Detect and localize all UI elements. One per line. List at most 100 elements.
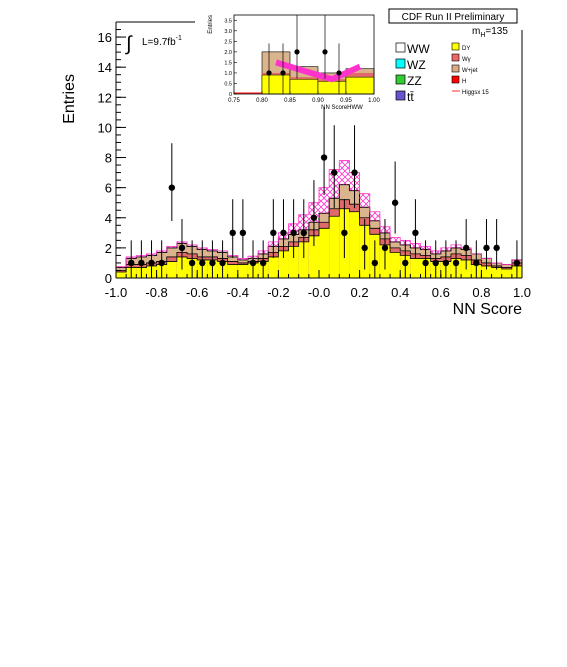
- legend-swatch: [395, 42, 406, 53]
- data-point: [259, 259, 267, 267]
- x-tick-label: 1.0: [513, 285, 531, 300]
- stack-bar-dy: [308, 235, 319, 278]
- y-tick-label: 16: [98, 30, 112, 45]
- data-point: [158, 259, 165, 267]
- inset-bar-dy: [289, 79, 319, 95]
- inset-frame: [233, 14, 375, 95]
- data-point: [361, 244, 368, 252]
- x-tick-label: 0.4: [391, 285, 409, 300]
- x-tick-label: -0.8: [145, 285, 167, 300]
- y-tick-label: 2: [105, 241, 112, 256]
- signal-bin: [359, 193, 370, 208]
- legend-header: CDF Run II Preliminary: [402, 12, 505, 23]
- legend-swatch: [451, 64, 460, 73]
- inset-data-point: [294, 49, 300, 55]
- stack-bar-dy: [237, 264, 248, 278]
- data-point: [341, 229, 348, 237]
- y-axis-label: Entries: [61, 74, 78, 124]
- y-tick-label: 6: [105, 181, 112, 196]
- legend: WW WZ ZZ tt̄ DY Wγ W+jet H Higgsx 15: [391, 37, 515, 104]
- y-tick-label: 0: [105, 271, 112, 286]
- data-point: [402, 259, 409, 267]
- x-tick-label: 0.2: [351, 285, 369, 300]
- stack-bar-dy: [410, 258, 421, 278]
- signal-bin: [369, 211, 380, 221]
- inset-y-tick-label: 2.5: [224, 39, 232, 45]
- legend-label: Higgsx 15: [462, 90, 489, 96]
- inset-x-label: NN ScoreHWW: [321, 105, 363, 111]
- stack-bar-dy: [166, 261, 177, 278]
- data-point: [412, 229, 419, 237]
- stack-bar-dy: [278, 250, 289, 278]
- x-tick-label: -0.0: [308, 285, 330, 300]
- data-point: [462, 244, 470, 252]
- stack-bar-dy: [390, 252, 401, 278]
- stack-bar-dy: [288, 246, 299, 278]
- data-point: [371, 259, 379, 267]
- signal-bin: [319, 187, 330, 214]
- stack-bar-dy: [349, 211, 360, 278]
- y-tick-label: 4: [105, 211, 112, 226]
- data-point: [128, 259, 135, 267]
- luminosity-text: L=9.7fb-1: [142, 35, 182, 48]
- legend-swatch: [451, 75, 460, 84]
- inset-y-tick-label: 0: [229, 92, 232, 98]
- mass-label: mH=135: [472, 26, 508, 39]
- y-tick-label: 12: [98, 90, 112, 105]
- y-tick-label: 8: [105, 151, 112, 166]
- legend-swatch: [395, 74, 406, 85]
- x-tick-label: 0.6: [432, 285, 450, 300]
- data-point: [249, 259, 257, 267]
- stack-bar-dy: [501, 268, 512, 278]
- luminosity-annotation: ∫ L=9.7fb-1: [125, 33, 182, 55]
- data-point: [199, 259, 206, 267]
- svg-text:mH=135: mH=135: [472, 26, 508, 39]
- legend-swatch: [395, 58, 406, 69]
- x-tick-label: 0.8: [472, 285, 490, 300]
- legend-label: Wγ: [462, 57, 471, 63]
- inset-x-tick-label: 0.80: [256, 98, 268, 104]
- data-point: [351, 169, 358, 176]
- data-point: [178, 244, 186, 252]
- legend-label: W+jet: [462, 68, 478, 74]
- inset-data-point: [280, 70, 286, 76]
- data-point: [391, 199, 399, 206]
- inset-y-tick-label: 1.0: [224, 71, 232, 77]
- legend-swatch: [451, 53, 460, 62]
- signal-bin: [390, 237, 401, 242]
- data-point: [270, 229, 277, 237]
- signal-bin: [339, 160, 350, 185]
- inset-y-tick-label: 2.0: [224, 50, 232, 56]
- data-point: [452, 259, 460, 267]
- inset-x-tick-label: 0.85: [284, 98, 296, 104]
- legend-label: DY: [462, 46, 470, 52]
- main-axes: -1.0 -0.8 -0.6 -0.4 -0.2 -0.0 0.2 0.4 0.6 0.8 1.00…: [98, 21, 531, 300]
- stack-bar-dy: [116, 271, 127, 278]
- inset-y-tick-label: 0.5: [224, 81, 232, 87]
- inset-y-tick-label: 3.0: [224, 29, 232, 35]
- data-point: [290, 229, 297, 237]
- x-tick-label: -1.0: [105, 285, 127, 300]
- inset-data-point: [322, 49, 328, 55]
- data-point: [422, 259, 429, 267]
- data-point: [493, 244, 500, 252]
- inset-y-tick-label: 3.5: [224, 18, 232, 24]
- legend-label: WW: [407, 42, 430, 56]
- legend-header-frame: [388, 8, 518, 24]
- inset-y-label: Entries: [208, 15, 214, 34]
- signal-bin: [237, 258, 248, 260]
- x-tick-label: -0.2: [267, 285, 289, 300]
- stack-bar-dy: [319, 228, 330, 278]
- legend-label: ZZ: [407, 74, 422, 88]
- x-tick-label: -0.4: [227, 285, 249, 300]
- stack-bar-dy: [329, 216, 340, 278]
- data-point: [209, 259, 216, 267]
- data-point: [513, 259, 521, 267]
- data-point: [280, 229, 287, 237]
- data-point: [320, 154, 328, 161]
- wgamma-outline: [115, 199, 523, 278]
- integral-symbol: ∫: [125, 33, 133, 55]
- y-tick-label: 14: [98, 60, 112, 75]
- y-tick-label: 10: [98, 120, 112, 135]
